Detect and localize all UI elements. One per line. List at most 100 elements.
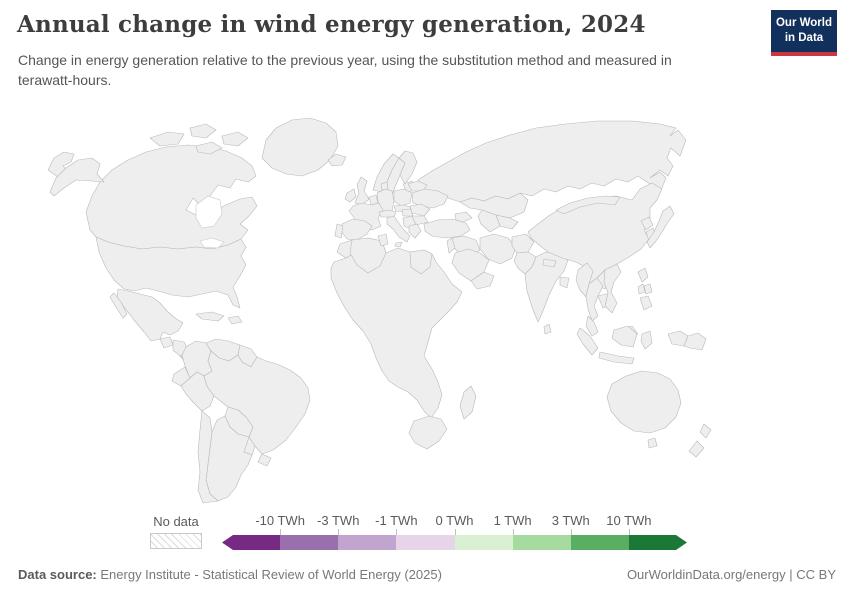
country-indonesia-borneo[interactable]	[611, 325, 638, 348]
country-philippines-luzon[interactable]	[637, 267, 649, 283]
country-indonesia-sulawesi[interactable]	[640, 330, 653, 350]
country-new-zealand-south[interactable]	[688, 440, 705, 458]
country-algeria[interactable]	[349, 237, 387, 274]
country-canada-arctic-3[interactable]	[221, 131, 249, 147]
legend-no-data-swatch[interactable]	[150, 533, 202, 549]
country-romania[interactable]	[409, 203, 431, 217]
country-iceland[interactable]	[327, 153, 347, 167]
hudson-bay	[195, 195, 223, 229]
country-uzbekistan[interactable]	[495, 214, 519, 230]
country-austria-switzerland[interactable]	[378, 209, 397, 218]
country-bulgaria[interactable]	[411, 215, 429, 226]
country-usa[interactable]	[95, 236, 247, 309]
country-cuba[interactable]	[195, 311, 225, 322]
country-finland[interactable]	[398, 150, 418, 185]
great-lakes	[199, 237, 225, 249]
owid-logo-line2: in Data	[784, 31, 824, 44]
country-spain[interactable]	[340, 218, 373, 241]
country-australia-tasmania[interactable]	[647, 437, 658, 449]
legend-no-data: No data	[150, 514, 202, 549]
legend-tick-label: -3 TWh	[317, 513, 360, 528]
legend-tick-mark	[454, 529, 456, 535]
country-greece[interactable]	[408, 223, 422, 239]
country-iran[interactable]	[479, 233, 517, 265]
country-turkey[interactable]	[423, 218, 471, 239]
legend-no-data-label: No data	[153, 514, 199, 529]
country-chile[interactable]	[197, 410, 219, 504]
country-north-korea[interactable]	[640, 216, 654, 231]
country-hispaniola[interactable]	[227, 315, 243, 325]
page-title: Annual change in wind energy generation,…	[17, 11, 646, 38]
country-canada-arctic-2[interactable]	[189, 123, 217, 139]
country-canada-arctic-1[interactable]	[149, 131, 185, 147]
country-poland[interactable]	[393, 188, 413, 207]
country-australia[interactable]	[606, 370, 682, 434]
legend-tick-label: -10 TWh	[255, 513, 305, 528]
legend-tick-mark	[280, 529, 282, 535]
country-usa-alaska[interactable]	[49, 157, 105, 197]
country-papua-new-guinea[interactable]	[683, 332, 707, 351]
country-uk[interactable]	[354, 176, 370, 206]
country-greenland[interactable]	[261, 117, 339, 177]
country-philippines-visayas[interactable]	[643, 283, 653, 295]
country-sri-lanka[interactable]	[543, 323, 552, 335]
country-ukraine[interactable]	[411, 188, 449, 209]
world-map	[47, 117, 712, 504]
country-mexico-baja[interactable]	[109, 292, 128, 319]
country-canada[interactable]	[85, 144, 258, 250]
legend-bin-5[interactable]	[512, 535, 571, 550]
country-guatemala[interactable]	[159, 336, 174, 349]
country-taiwan[interactable]	[637, 283, 646, 295]
owid-logo[interactable]: Our World in Data	[771, 10, 837, 56]
country-vietnam[interactable]	[603, 263, 622, 314]
country-israel-jordan[interactable]	[446, 237, 456, 254]
country-philippines-mindanao[interactable]	[639, 295, 653, 311]
country-indonesia-java[interactable]	[598, 351, 635, 365]
country-south-africa[interactable]	[408, 415, 448, 450]
country-portugal[interactable]	[334, 223, 344, 239]
country-bangladesh[interactable]	[559, 276, 570, 289]
legend-tick-mark	[570, 529, 572, 535]
country-turkmenistan[interactable]	[477, 209, 501, 233]
country-malaysia[interactable]	[585, 315, 599, 337]
country-denmark[interactable]	[380, 181, 389, 191]
legend-color-bar: -10 TWh -3 TWh -1 TWh 0 TWh 1 TWh 3 TWh 10 TWh	[222, 513, 687, 550]
country-nepal[interactable]	[542, 258, 557, 268]
country-madagascar[interactable]	[459, 385, 477, 420]
country-belarus[interactable]	[407, 180, 428, 192]
country-uruguay[interactable]	[257, 453, 272, 467]
legend-bin-6[interactable]	[570, 535, 629, 550]
legend-bin-3[interactable]	[396, 535, 455, 550]
country-thailand[interactable]	[585, 277, 604, 322]
country-mexico[interactable]	[116, 288, 184, 342]
owid-link[interactable]: OurWorldinData.org/energy | CC BY	[626, 567, 836, 582]
country-france[interactable]	[348, 202, 384, 231]
country-canada-arctic-4[interactable]	[195, 141, 223, 155]
country-italy-sicily[interactable]	[394, 241, 403, 248]
country-japan[interactable]	[646, 205, 675, 249]
country-tunisia[interactable]	[377, 233, 389, 247]
country-india[interactable]	[524, 251, 569, 323]
country-egypt[interactable]	[409, 249, 433, 275]
country-italy[interactable]	[386, 215, 411, 243]
legend-tick-mark	[396, 529, 398, 535]
legend-bin-0[interactable]	[222, 535, 281, 550]
legend-tick-mark	[338, 529, 340, 535]
legend-tick-mark	[512, 529, 514, 535]
country-caucasus[interactable]	[454, 211, 473, 223]
country-indonesia-sumatra[interactable]	[576, 327, 599, 356]
country-ireland[interactable]	[344, 188, 357, 203]
country-yemen-oman[interactable]	[470, 271, 495, 290]
data-source: Data source: Energy Institute - Statisti…	[18, 567, 442, 582]
legend-tick-label: -1 TWh	[375, 513, 418, 528]
legend-bin-4[interactable]	[454, 535, 513, 550]
legend-bin-7[interactable]	[629, 535, 687, 550]
legend-bin-1[interactable]	[280, 535, 339, 550]
legend-bin-2[interactable]	[338, 535, 397, 550]
country-new-zealand-north[interactable]	[699, 423, 712, 439]
legend-tick-label: 3 TWh	[551, 513, 590, 528]
chart-footer: Data source: Energy Institute - Statisti…	[0, 567, 850, 582]
country-mongolia[interactable]	[555, 195, 621, 215]
legend-tick-label: 0 TWh	[435, 513, 474, 528]
region-africa-no-data[interactable]	[330, 237, 463, 419]
